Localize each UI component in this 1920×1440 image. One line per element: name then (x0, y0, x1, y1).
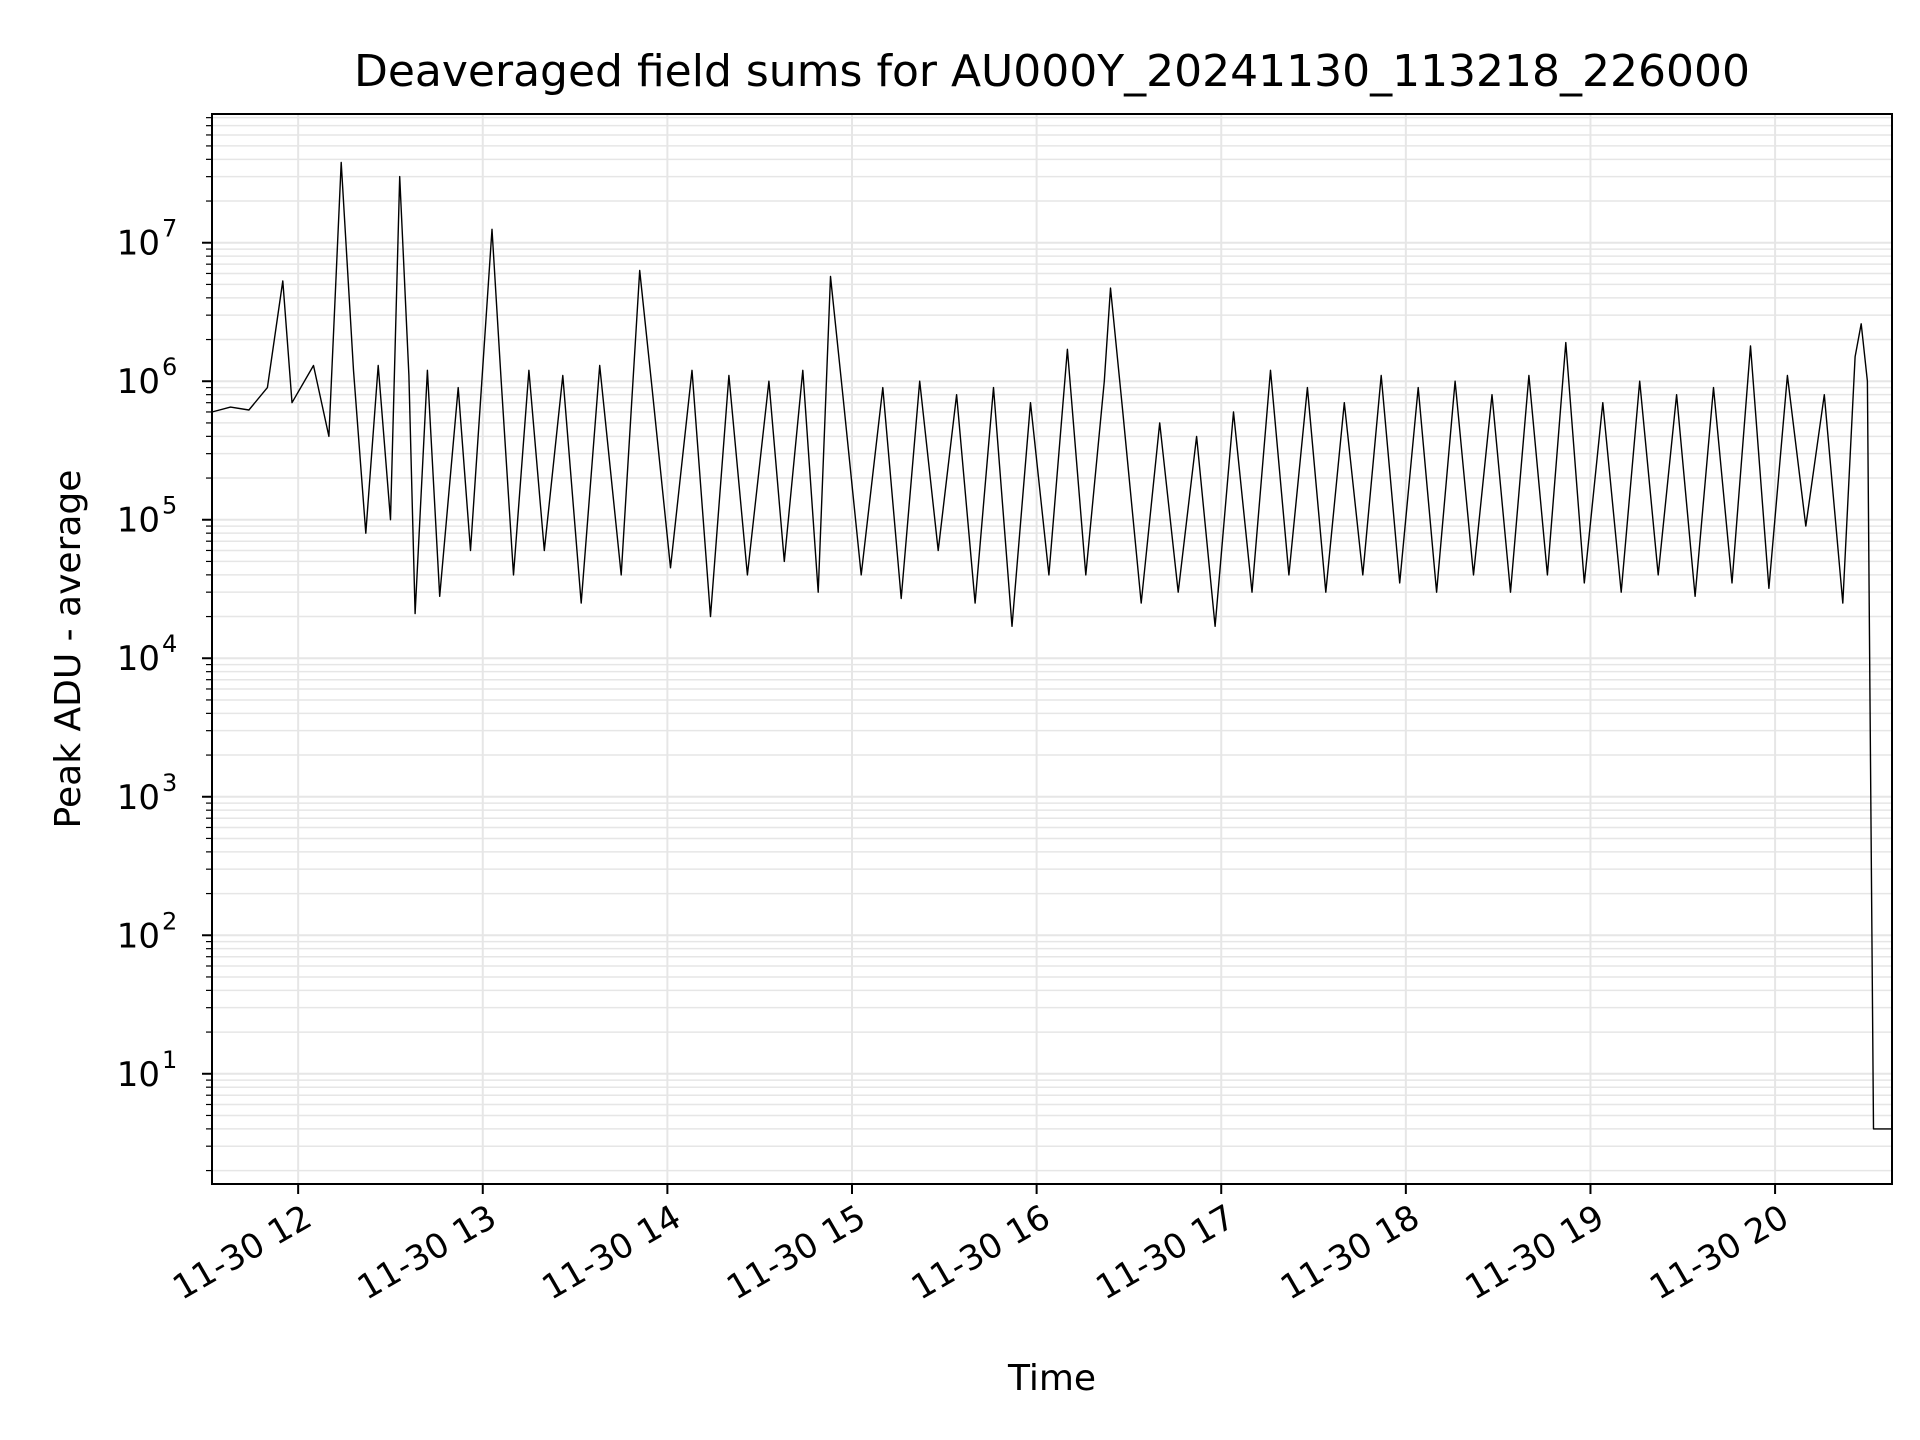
y-tick-exponent: 6 (162, 353, 177, 381)
y-tick-exponent: 1 (162, 1046, 177, 1074)
y-tick-label: 10 4 (117, 630, 178, 679)
y-axis-label: Peak ADU - average (48, 470, 89, 829)
y-tick-label: 10 3 (117, 769, 178, 818)
series-line-0 (211, 161, 1892, 1130)
y-tick-exponent: 7 (162, 215, 177, 243)
chart-title: Deaveraged field sums for AU000Y_2024113… (354, 46, 1750, 97)
y-tick-base: 10 (117, 362, 160, 402)
x-axis-label: Time (1007, 1358, 1096, 1399)
grid-lines (212, 114, 1892, 1184)
y-tick-exponent: 5 (162, 492, 177, 520)
plot-frame (211, 113, 1893, 1185)
y-tick-base: 10 (117, 778, 160, 818)
y-tick-label: 10 7 (117, 215, 178, 264)
y-tick-label: 10 5 (117, 492, 178, 541)
y-tick-base: 10 (117, 1055, 160, 1095)
y-tick-base: 10 (117, 916, 160, 956)
y-tick-base: 10 (117, 501, 160, 541)
y-tick-base: 10 (117, 639, 160, 679)
y-tick-label: 10 2 (117, 907, 178, 956)
series-layer (211, 161, 1892, 1130)
y-tick-exponent: 3 (162, 769, 177, 797)
y-tick-base: 10 (117, 224, 160, 264)
y-tick-exponent: 2 (162, 907, 177, 935)
y-tick-label: 10 6 (117, 353, 178, 402)
y-tick-exponent: 4 (162, 630, 177, 658)
y-tick-label: 10 1 (117, 1046, 178, 1095)
